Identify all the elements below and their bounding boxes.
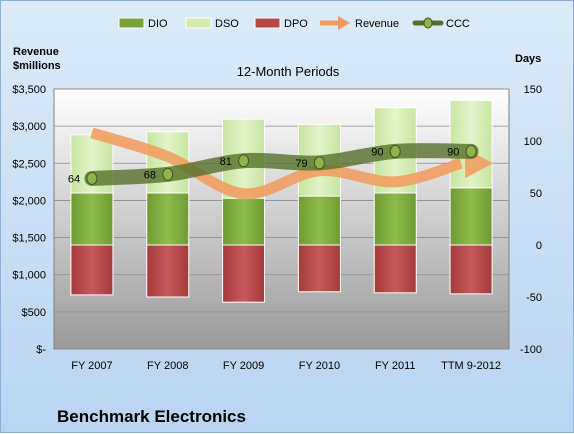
legend-marker: [423, 17, 433, 29]
left-tick-label: $1,500: [12, 233, 46, 245]
legend-arrowhead: [338, 16, 350, 30]
ccc-data-label: 79: [295, 158, 307, 170]
x-axis-categories: FY 2007 FY 2008 FY 2009 FY 2010 FY 2011 TTM 9…: [71, 360, 501, 372]
right-tick-label: -100: [520, 344, 542, 356]
legend-label: Revenue: [355, 18, 399, 30]
legend-label: DSO: [215, 18, 239, 30]
right-axis-title: Days: [515, 53, 542, 65]
legend-swatch: [185, 17, 212, 29]
dpo-bar: [146, 244, 190, 298]
dpo-bar: [297, 244, 341, 293]
ccc-marker: [313, 156, 325, 170]
ccc-line: [84, 143, 479, 186]
dio-bar: [297, 195, 341, 246]
dio-bar: [449, 187, 493, 246]
legend-label: DPO: [284, 18, 308, 30]
dio-bar: [70, 192, 114, 246]
ccc-data-label: 90: [447, 146, 459, 158]
left-tick-label: $1,000: [12, 270, 46, 282]
legend-label: CCC: [446, 18, 470, 30]
ccc-data-label: 90: [371, 146, 383, 158]
x-category-label: FY 2008: [147, 360, 188, 372]
dpo-bar: [373, 244, 417, 294]
dio-bar: [222, 197, 266, 246]
chart-legend: DIO DSO DPO Revenue CCC: [118, 16, 470, 30]
ccc-marker: [389, 144, 401, 158]
company-name: Benchmark Electronics: [57, 407, 246, 426]
ccc-marker: [465, 144, 477, 158]
dpo-bar: [222, 244, 266, 303]
ccc-data-label: 64: [68, 173, 80, 185]
x-category-label: FY 2011: [375, 360, 416, 372]
x-category-label: FY 2009: [223, 360, 264, 372]
dpo-bar: [449, 244, 493, 295]
ccc-marker: [238, 154, 250, 168]
chart-subtitle: 12-Month Periods: [236, 64, 340, 79]
left-tick-label: $3,500: [12, 84, 46, 96]
right-axis-ticks: -100 -50 0 50 100 150: [520, 84, 542, 356]
revenue-line: [90, 127, 463, 200]
dpo-bar: [70, 244, 114, 296]
ccc-data-label: 68: [144, 169, 156, 181]
ccc-marker: [86, 171, 98, 185]
right-tick-label: 50: [530, 188, 542, 200]
left-tick-label: $500: [22, 307, 46, 319]
x-category-label: TTM 9-2012: [441, 360, 501, 372]
right-tick-label: 100: [524, 136, 542, 148]
legend-swatch: [118, 17, 145, 29]
left-axis-title: Revenue $millions: [13, 46, 61, 72]
left-tick-label: $-: [36, 344, 46, 356]
left-tick-label: $2,000: [12, 195, 46, 207]
dio-bar: [373, 192, 417, 246]
left-axis-ticks: $- $500 $1,000 $1,500 $2,000 $2,500 $3,000 $3,5…: [12, 84, 46, 356]
x-category-label: FY 2010: [299, 360, 340, 372]
right-tick-label: -50: [526, 292, 542, 304]
right-tick-label: 0: [536, 240, 542, 252]
x-category-label: FY 2007: [71, 360, 112, 372]
plot-area: 64 68 81 79 90 90: [53, 88, 510, 350]
dio-bar: [146, 192, 190, 246]
ccc-marker: [162, 167, 174, 181]
right-tick-label: 150: [524, 84, 542, 96]
left-tick-label: $3,000: [12, 121, 46, 133]
ccc-data-label: 81: [220, 156, 232, 168]
legend-swatch: [254, 17, 281, 29]
legend-label: DIO: [148, 18, 168, 30]
left-tick-label: $2,500: [12, 158, 46, 170]
plot-background: [53, 88, 510, 350]
